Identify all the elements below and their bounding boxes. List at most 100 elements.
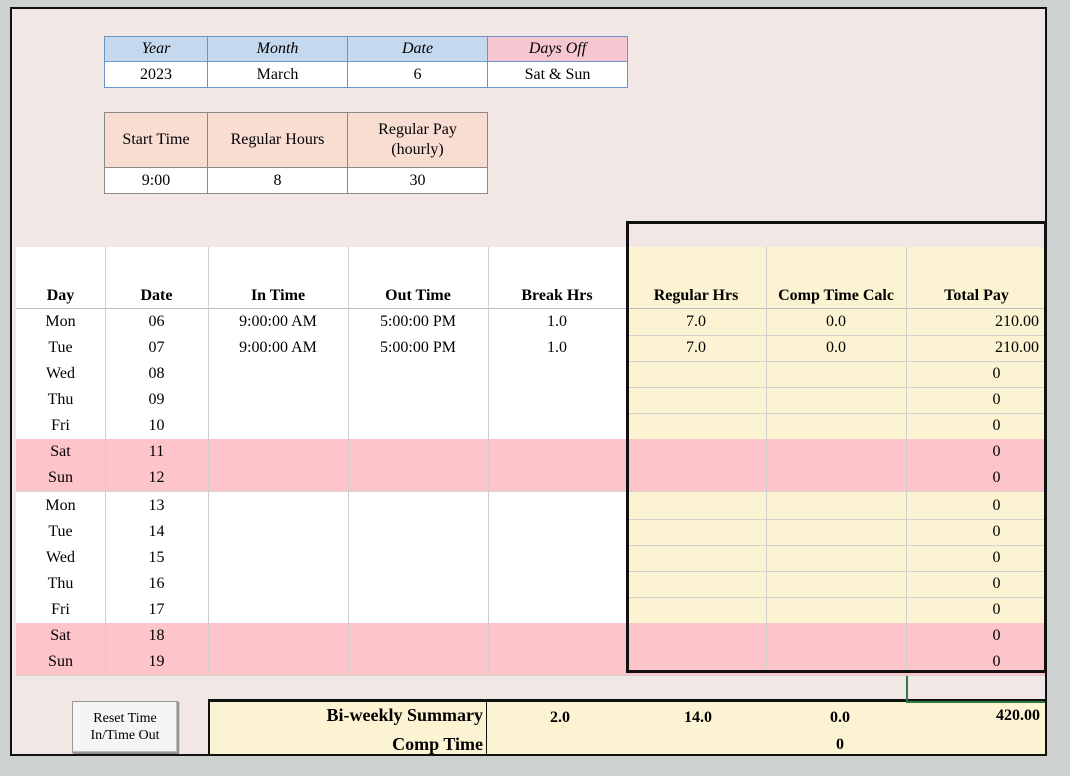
cell-in[interactable] (208, 649, 348, 675)
cell-in[interactable] (208, 387, 348, 413)
cell-reg[interactable] (626, 387, 766, 413)
cell-brk[interactable] (488, 493, 626, 519)
cell-date[interactable]: 09 (148, 391, 165, 408)
cell-reg[interactable] (626, 623, 766, 649)
cell-in[interactable] (208, 361, 348, 387)
cell-in[interactable] (208, 571, 348, 597)
cell-reg[interactable]: 7.0 (686, 313, 706, 330)
cell-out[interactable] (348, 571, 488, 597)
cell-pay[interactable]: 0 (992, 391, 1001, 408)
cell-out[interactable] (348, 413, 488, 439)
cell-in[interactable] (208, 493, 348, 519)
cell-day[interactable]: Sat (50, 443, 71, 460)
cell-day[interactable]: Fri (51, 417, 70, 434)
cell-reg[interactable] (626, 649, 766, 675)
regular-hours-cell[interactable]: 8 (207, 167, 348, 194)
cell-brk[interactable] (488, 439, 626, 465)
cell-comp[interactable] (766, 545, 906, 571)
fill-handle[interactable] (1045, 698, 1047, 705)
cell-day[interactable]: Wed (46, 549, 75, 566)
cell-pay[interactable]: 0 (992, 497, 1001, 514)
cell-out[interactable] (348, 597, 488, 623)
cell-brk[interactable] (488, 623, 626, 649)
cell-comp[interactable] (766, 571, 906, 597)
cell-reg[interactable] (626, 413, 766, 439)
cell-date[interactable]: 15 (148, 549, 165, 566)
cell-day[interactable]: Sat (50, 627, 71, 644)
cell-day[interactable]: Thu (47, 391, 74, 408)
cell-date[interactable]: 16 (148, 575, 165, 592)
cell-brk[interactable]: 1.0 (547, 339, 567, 356)
cell-comp[interactable] (766, 493, 906, 519)
cell-brk[interactable] (488, 361, 626, 387)
cell-comp[interactable]: 0.0 (826, 339, 846, 356)
cell-out[interactable] (348, 649, 488, 675)
cell-pay[interactable]: 0 (992, 523, 1001, 540)
cell-date[interactable]: 19 (148, 653, 165, 670)
cell-day[interactable]: Mon (45, 313, 76, 330)
cell-in[interactable] (208, 439, 348, 465)
cell-reg[interactable] (626, 439, 766, 465)
cell-in[interactable] (208, 519, 348, 545)
cell-brk[interactable] (488, 597, 626, 623)
cell-date[interactable]: 17 (148, 601, 165, 618)
cell-pay[interactable]: 0 (992, 627, 1001, 644)
cell-reg[interactable] (626, 493, 766, 519)
cell-out[interactable] (348, 623, 488, 649)
cell-pay[interactable]: 0 (992, 653, 1001, 670)
cell-reg[interactable] (626, 597, 766, 623)
cell-out[interactable] (348, 545, 488, 571)
cell-date[interactable]: 07 (148, 339, 165, 356)
days-off-cell[interactable]: Sat & Sun (487, 61, 628, 88)
cell-comp[interactable] (766, 387, 906, 413)
cell-pay[interactable]: 0 (992, 575, 1001, 592)
cell-day[interactable]: Wed (46, 365, 75, 382)
cell-pay[interactable]: 0 (992, 365, 1001, 382)
date-cell[interactable]: 6 (347, 61, 488, 88)
cell-date[interactable]: 06 (148, 313, 165, 330)
cell-reg[interactable] (626, 571, 766, 597)
cell-date[interactable]: 08 (148, 365, 165, 382)
cell-brk[interactable] (488, 571, 626, 597)
cell-in[interactable] (208, 623, 348, 649)
cell-pay[interactable]: 0 (992, 549, 1001, 566)
cell-comp[interactable] (766, 597, 906, 623)
cell-comp[interactable] (766, 413, 906, 439)
cell-pay[interactable]: 210.00 (995, 313, 1039, 330)
cell-brk[interactable] (488, 413, 626, 439)
cell-pay[interactable]: 210.00 (995, 339, 1039, 356)
cell-comp[interactable] (766, 649, 906, 675)
month-cell[interactable]: March (207, 61, 348, 88)
cell-in[interactable]: 9:00:00 AM (239, 313, 317, 330)
cell-brk[interactable]: 1.0 (547, 313, 567, 330)
cell-comp[interactable]: 0.0 (826, 313, 846, 330)
cell-in[interactable] (208, 545, 348, 571)
cell-in[interactable] (208, 597, 348, 623)
cell-brk[interactable] (488, 387, 626, 413)
cell-in[interactable] (208, 413, 348, 439)
cell-day[interactable]: Sun (48, 653, 73, 670)
cell-day[interactable]: Mon (45, 497, 76, 514)
cell-brk[interactable] (488, 545, 626, 571)
cell-brk[interactable] (488, 649, 626, 675)
cell-brk[interactable] (488, 465, 626, 491)
cell-day[interactable]: Tue (48, 523, 73, 540)
cell-out[interactable]: 5:00:00 PM (379, 313, 456, 330)
cell-day[interactable]: Fri (51, 601, 70, 618)
cell-out[interactable] (348, 465, 488, 491)
cell-date[interactable]: 13 (148, 497, 165, 514)
cell-date[interactable]: 18 (148, 627, 165, 644)
cell-reg[interactable] (626, 519, 766, 545)
cell-comp[interactable] (766, 439, 906, 465)
cell-date[interactable]: 11 (148, 443, 165, 460)
cell-out[interactable] (348, 361, 488, 387)
cell-pay[interactable]: 0 (992, 601, 1001, 618)
cell-day[interactable]: Sun (48, 469, 73, 486)
cell-brk[interactable] (488, 519, 626, 545)
cell-comp[interactable] (766, 519, 906, 545)
cell-date[interactable]: 10 (148, 417, 165, 434)
cell-out[interactable] (348, 519, 488, 545)
cell-out[interactable] (348, 387, 488, 413)
cell-out[interactable]: 5:00:00 PM (379, 339, 456, 356)
cell-comp[interactable] (766, 361, 906, 387)
